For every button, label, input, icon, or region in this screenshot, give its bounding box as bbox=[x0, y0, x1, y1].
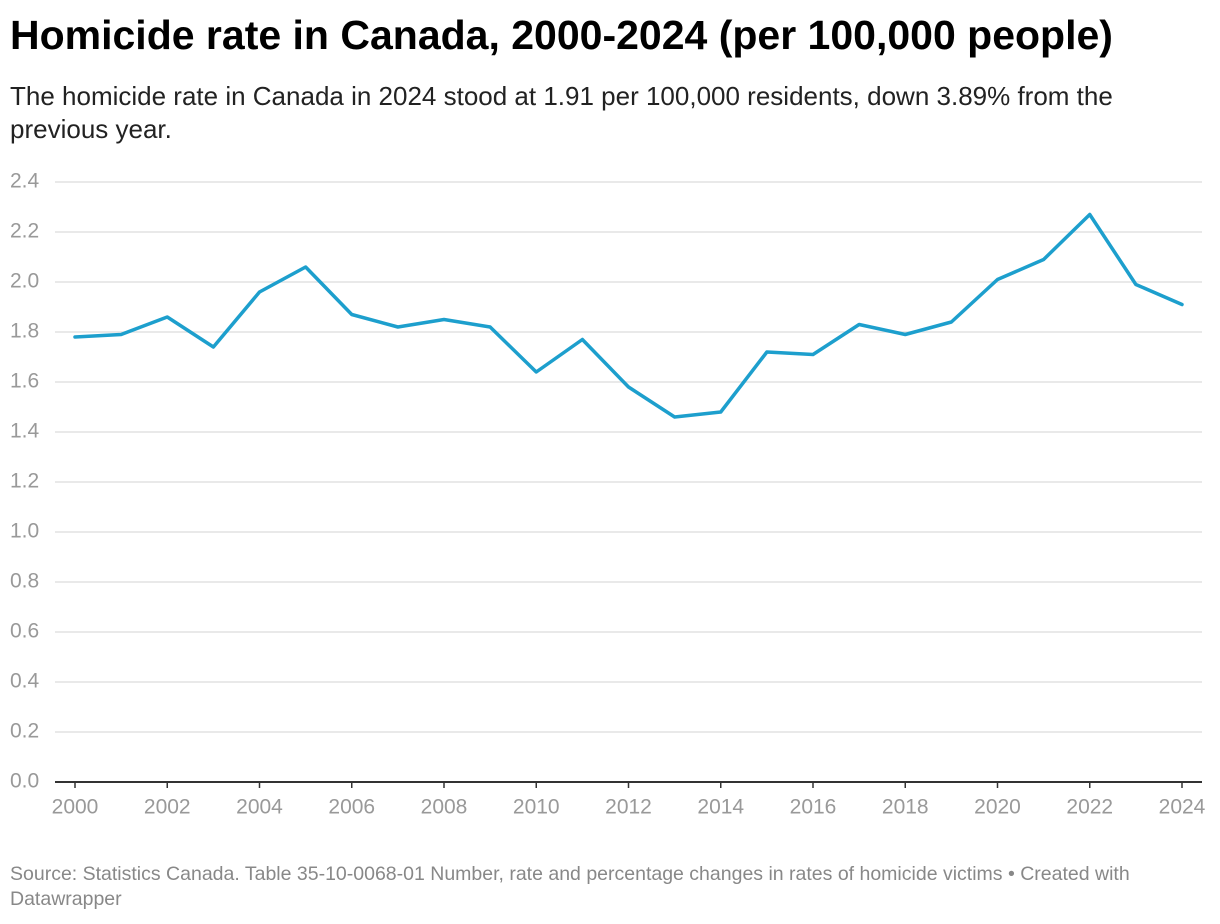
y-tick-label: 0.8 bbox=[10, 570, 39, 593]
y-tick-label: 2.0 bbox=[10, 270, 39, 293]
y-tick-label: 0.4 bbox=[10, 670, 40, 693]
x-tick-label: 2018 bbox=[882, 796, 929, 819]
y-tick-label: 2.4 bbox=[10, 170, 40, 193]
x-tick-label: 2012 bbox=[605, 796, 652, 819]
x-tick-label: 2004 bbox=[236, 796, 283, 819]
y-tick-label: 1.6 bbox=[10, 370, 39, 393]
x-tick-label: 2014 bbox=[697, 796, 744, 819]
source-note: Source: Statistics Canada. Table 35-10-0… bbox=[10, 863, 1130, 910]
chart-title: Homicide rate in Canada, 2000-2024 (per … bbox=[10, 12, 1113, 58]
y-tick-label: 0.6 bbox=[10, 620, 39, 643]
x-tick-label: 2006 bbox=[328, 796, 375, 819]
data-line bbox=[73, 212, 1184, 419]
x-tick-label: 2016 bbox=[790, 796, 837, 819]
y-tick-label: 1.2 bbox=[10, 470, 39, 493]
x-tick-label: 2020 bbox=[974, 796, 1021, 819]
y-tick-label: 2.2 bbox=[10, 220, 39, 243]
y-tick-label: 1.8 bbox=[10, 320, 39, 343]
x-tick-label: 2010 bbox=[513, 796, 560, 819]
x-tick-label: 2002 bbox=[144, 796, 191, 819]
y-tick-label: 1.4 bbox=[10, 420, 40, 443]
x-tick-label: 2024 bbox=[1159, 796, 1206, 819]
x-tick-label: 2022 bbox=[1066, 796, 1113, 819]
y-tick-label: 0.2 bbox=[10, 720, 39, 743]
y-tick-label: 1.0 bbox=[10, 520, 39, 543]
x-tick-label: 2008 bbox=[421, 796, 468, 819]
chart-subtitle: The homicide rate in Canada in 2024 stoo… bbox=[10, 81, 1113, 144]
x-tick-label: 2000 bbox=[52, 796, 99, 819]
y-tick-label: 0.0 bbox=[10, 770, 39, 793]
